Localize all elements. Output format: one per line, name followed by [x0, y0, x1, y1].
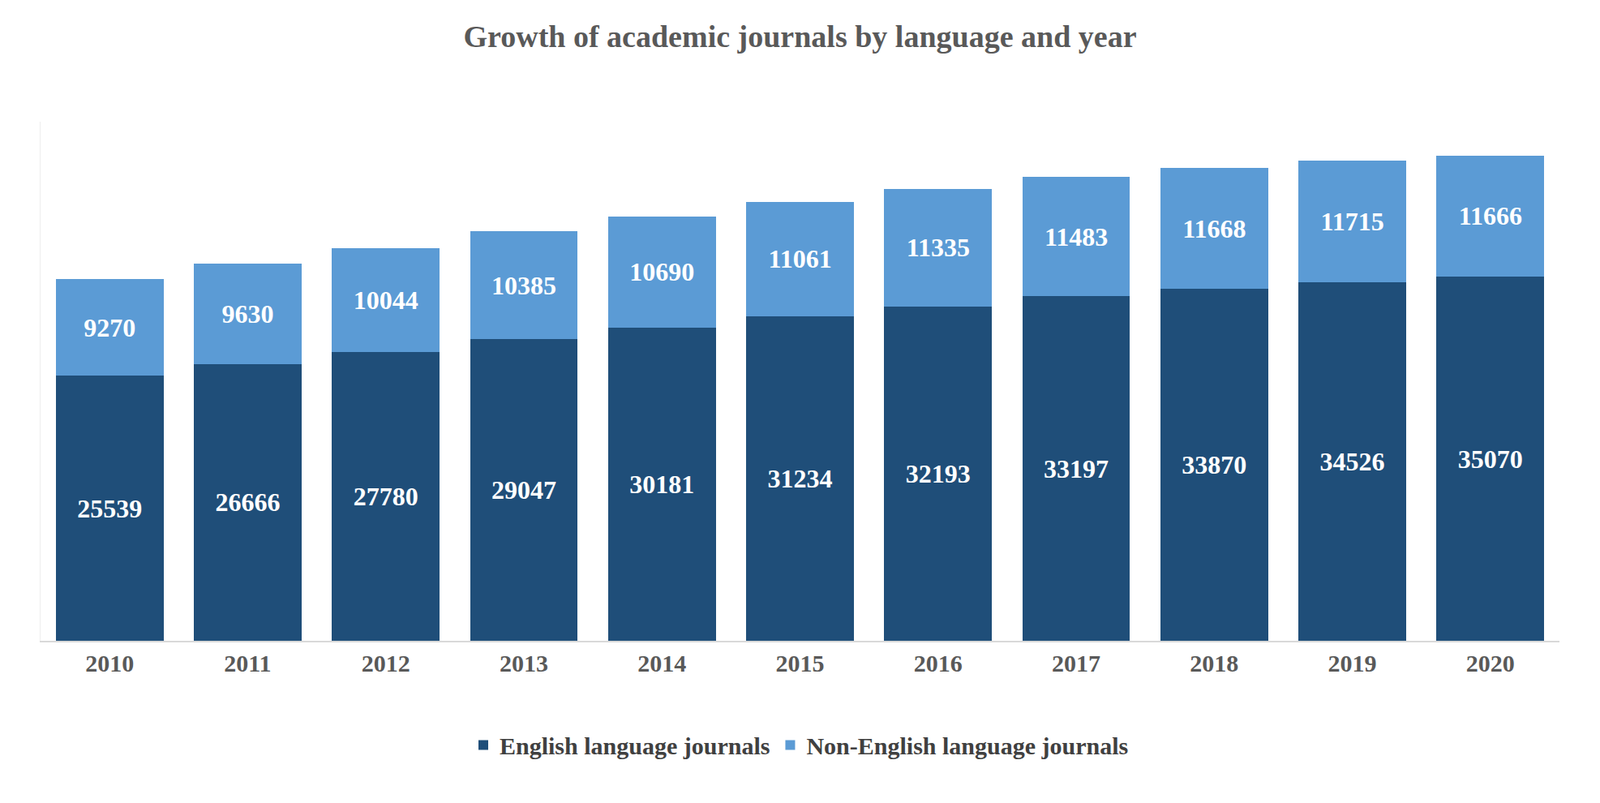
svg-text:31234: 31234 — [767, 463, 833, 494]
svg-text:11668: 11668 — [1182, 214, 1246, 244]
svg-text:English language journals: English language journals — [499, 732, 770, 760]
svg-text:10690: 10690 — [629, 257, 695, 287]
svg-text:2013: 2013 — [499, 649, 549, 677]
svg-text:2014: 2014 — [637, 649, 687, 677]
svg-text:10044: 10044 — [353, 285, 419, 315]
svg-text:27780: 27780 — [353, 481, 419, 511]
svg-text:25539: 25539 — [77, 493, 142, 524]
svg-text:11061: 11061 — [767, 244, 832, 274]
svg-text:2020: 2020 — [1466, 649, 1515, 677]
svg-text:9630: 9630 — [221, 299, 274, 329]
svg-text:11335: 11335 — [906, 232, 970, 262]
svg-text:2019: 2019 — [1328, 649, 1377, 677]
svg-text:33870: 33870 — [1181, 450, 1247, 480]
svg-text:30181: 30181 — [629, 469, 695, 499]
svg-text:11715: 11715 — [1320, 206, 1384, 236]
svg-text:2012: 2012 — [361, 649, 411, 677]
svg-text:29047: 29047 — [491, 475, 557, 505]
svg-text:11483: 11483 — [1044, 222, 1108, 252]
svg-text:26666: 26666 — [214, 487, 280, 517]
svg-text:2017: 2017 — [1051, 649, 1101, 677]
svg-text:Non-English language journals: Non-English language journals — [806, 732, 1129, 760]
svg-text:32193: 32193 — [905, 458, 971, 489]
svg-text:35070: 35070 — [1458, 444, 1523, 474]
svg-text:9270: 9270 — [83, 313, 136, 343]
svg-text:11666: 11666 — [1458, 201, 1523, 231]
svg-text:10385: 10385 — [491, 270, 557, 301]
svg-text:34526: 34526 — [1320, 446, 1386, 477]
svg-text:2015: 2015 — [776, 649, 825, 677]
svg-text:2018: 2018 — [1189, 649, 1239, 677]
svg-text:Growth of academic journals by: Growth of academic journals by language … — [463, 19, 1137, 54]
svg-text:33197: 33197 — [1043, 454, 1109, 484]
svg-text:2011: 2011 — [223, 649, 271, 677]
svg-text:2016: 2016 — [913, 649, 963, 677]
svg-text:2010: 2010 — [85, 649, 134, 677]
